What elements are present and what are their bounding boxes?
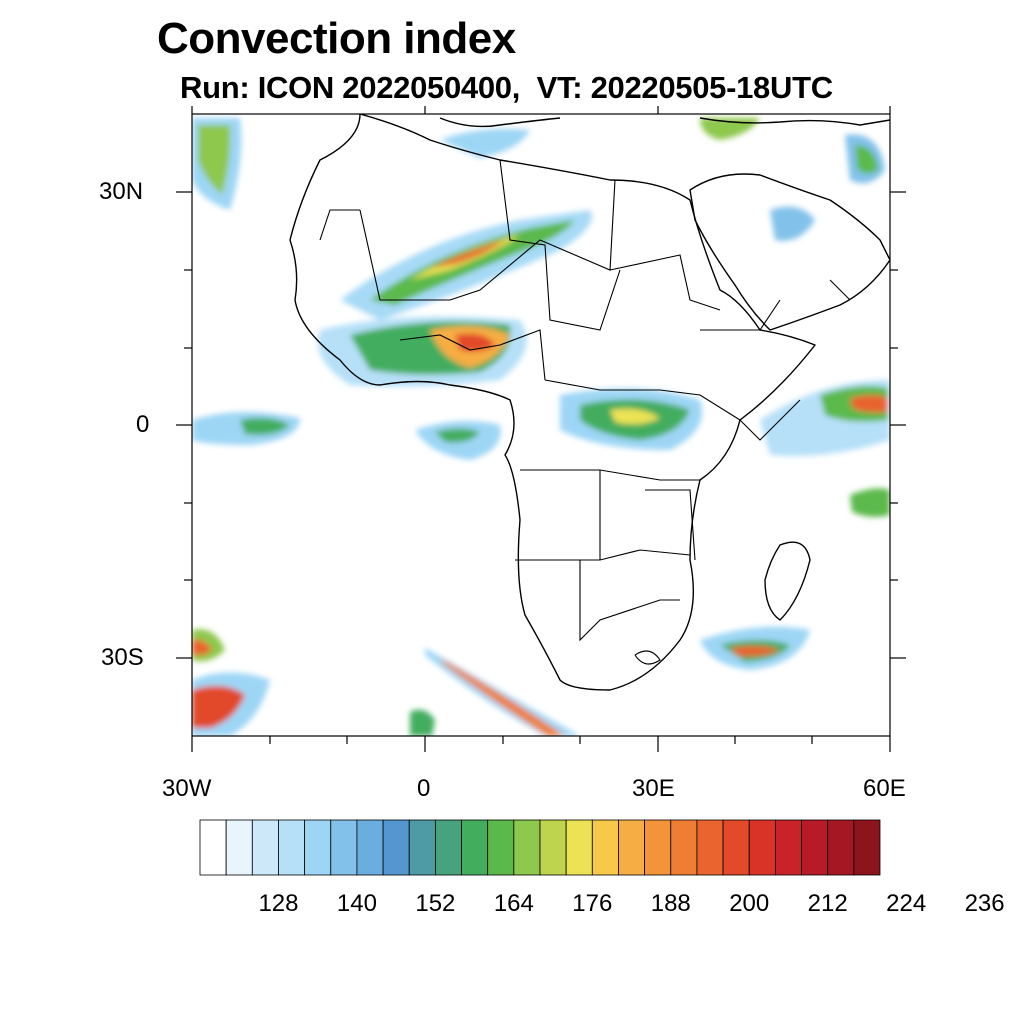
arabia-coast [689, 173, 890, 331]
border [739, 399, 801, 441]
colorbar-box [434, 819, 462, 876]
conv-patch [435, 428, 480, 443]
colorbar-box [801, 819, 829, 876]
conv-patch [198, 125, 231, 195]
mediterranean-north-coast [699, 117, 890, 126]
border [515, 549, 691, 561]
conv-patch [610, 408, 660, 425]
colorbar-box [330, 819, 358, 876]
lon-label-0: 0 [417, 775, 431, 802]
lon-label-30e: 30E [632, 775, 675, 802]
conv-patch [192, 639, 212, 656]
colorbar-box [827, 819, 855, 876]
colorbar-box [591, 819, 619, 876]
lon-label-30w: 30W [162, 775, 212, 802]
colorbar-tick-label: 164 [494, 890, 534, 917]
europe-south-coast [439, 117, 561, 128]
colorbar-box [670, 819, 698, 876]
colorbar-box [461, 819, 489, 876]
colorbar-box [853, 819, 881, 876]
africa-coast [289, 114, 816, 691]
colorbar-box [539, 819, 567, 876]
convection-field [192, 114, 890, 736]
conv-patch [850, 395, 888, 413]
conv-patch [370, 220, 575, 305]
country-borders [319, 159, 851, 665]
chart-title: Convection index [157, 14, 516, 63]
colorbar-tick-label: 176 [572, 890, 612, 917]
conv-patch [700, 118, 760, 140]
conv-patch [730, 645, 780, 657]
border [609, 254, 721, 311]
border [319, 209, 360, 241]
colorbar-tick-label: 200 [729, 890, 769, 917]
colorbar-box [382, 819, 410, 876]
border [544, 379, 741, 421]
lat-label-0: 0 [136, 411, 150, 438]
conv-patch [430, 240, 505, 268]
axis-ticks [176, 106, 906, 752]
colorbar-box [513, 819, 541, 876]
colorbar-box [565, 819, 593, 876]
colorbar-box [356, 819, 384, 876]
coastlines [289, 114, 890, 691]
colorbar-box [487, 819, 515, 876]
colorbar-box [304, 819, 332, 876]
colorbar-box [618, 819, 646, 876]
border [399, 329, 546, 381]
lon-label-60e: 60E [863, 775, 906, 802]
colorbar-box [722, 819, 750, 876]
colorbar-tick-label: 224 [886, 890, 926, 917]
conv-patch [192, 686, 245, 728]
madagascar-coast [764, 541, 811, 621]
border [579, 560, 680, 642]
colorbar-tick-label: 140 [337, 890, 377, 917]
conv-patch [440, 128, 530, 158]
colorbar-tick-label: 188 [651, 890, 691, 917]
conv-patch [425, 648, 580, 736]
lat-label-30s: 30S [101, 644, 144, 671]
border [520, 469, 700, 481]
border [829, 279, 851, 301]
conv-patch [240, 417, 290, 435]
colorbar-tick-label: 128 [258, 890, 298, 917]
colorbar-box [225, 819, 253, 876]
conv-patch [440, 658, 565, 736]
border [645, 489, 696, 561]
border [634, 650, 661, 665]
border [499, 159, 621, 331]
colorbar-tick-label: 152 [415, 890, 455, 917]
conv-patch [410, 709, 435, 736]
lat-label-30n: 30N [99, 178, 144, 205]
colorbar-box [408, 819, 436, 876]
colorbar-box [278, 819, 306, 876]
border [700, 299, 781, 331]
chart-subtitle: Run: ICON 2022050400, VT: 20220505-18UTC [180, 70, 833, 105]
colorbar-box [251, 819, 279, 876]
colorbar-box [644, 819, 672, 876]
colorbar-box [774, 819, 802, 876]
colorbar-tick-label: 236 [965, 890, 1005, 917]
colorbar-box [199, 819, 227, 876]
conv-patch [770, 206, 815, 241]
colorbar-tick-label: 212 [808, 890, 848, 917]
colorbar-box [696, 819, 724, 876]
conv-patch [855, 145, 878, 174]
conv-patch [850, 488, 890, 517]
colorbar-box [748, 819, 776, 876]
